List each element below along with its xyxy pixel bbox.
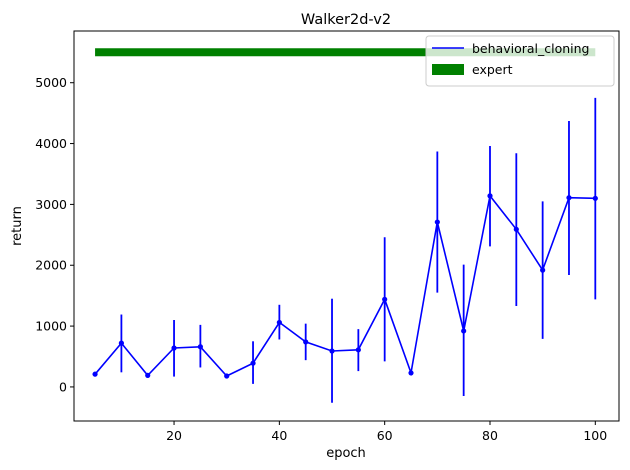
data-point xyxy=(461,328,467,334)
legend-box xyxy=(425,35,615,87)
x-tick-label: 40 xyxy=(271,428,287,443)
x-tick-label: 100 xyxy=(583,428,607,443)
series-layer xyxy=(92,48,598,403)
y-axis-label: return xyxy=(10,206,25,246)
data-point xyxy=(382,296,388,302)
x-tick-label: 60 xyxy=(377,428,393,443)
y-tick-label: 0 xyxy=(59,379,67,394)
legend-swatch-expert xyxy=(432,64,464,75)
legend-label-behavioral-cloning: behavioral_cloning xyxy=(472,41,590,56)
y-tick-label: 4000 xyxy=(35,136,67,151)
data-point xyxy=(513,226,519,232)
y-tick-label: 2000 xyxy=(35,258,67,273)
x-axis-ticks: 20 40 60 80 100 xyxy=(166,421,607,443)
behavioral-cloning-line xyxy=(94,194,596,377)
data-point xyxy=(197,344,203,350)
data-point xyxy=(224,373,230,379)
y-axis-ticks: 0 1000 2000 3000 4000 5000 xyxy=(35,75,74,394)
data-point xyxy=(540,267,546,273)
x-tick-label: 20 xyxy=(166,428,182,443)
y-tick-label: 5000 xyxy=(35,75,67,90)
data-point xyxy=(329,348,335,354)
legend-label-expert: expert xyxy=(472,62,513,77)
data-point xyxy=(276,319,282,326)
y-tick-label: 3000 xyxy=(35,197,67,212)
data-point xyxy=(408,370,414,376)
x-tick-label: 80 xyxy=(482,428,498,443)
data-point xyxy=(355,347,361,353)
data-point xyxy=(118,340,124,346)
data-point xyxy=(92,371,98,377)
y-tick-label: 1000 xyxy=(35,319,67,334)
legend: behavioral_cloning expert xyxy=(425,35,615,87)
axes-frame xyxy=(73,30,620,422)
data-point xyxy=(434,219,440,225)
data-point xyxy=(592,195,598,201)
data-point xyxy=(145,372,151,378)
data-point xyxy=(171,345,177,351)
x-axis-label: epoch xyxy=(326,446,366,461)
data-point xyxy=(303,339,309,345)
plot-area: 20 40 60 80 100 0 1000 2000 3000 4000 5000 xyxy=(35,30,620,443)
data-point xyxy=(487,193,493,199)
chart-title: Walker2d-v2 xyxy=(301,12,391,28)
data-point xyxy=(566,195,572,201)
data-point xyxy=(250,360,256,366)
